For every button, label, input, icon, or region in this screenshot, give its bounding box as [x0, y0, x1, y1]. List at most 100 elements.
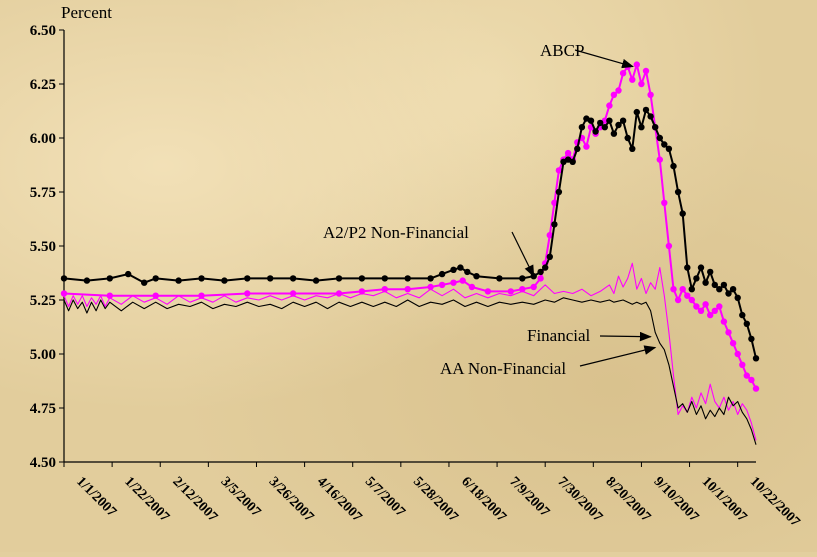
data-point-a2-p2-non-financial: [711, 281, 718, 289]
data-point-abcp: [427, 283, 434, 291]
data-point-abcp: [404, 286, 411, 293]
annotation-arrow: [511, 231, 535, 278]
x-tick-label: 4/16/2007: [314, 474, 365, 525]
series-line-aa-non-financial: [63, 297, 757, 445]
data-point-abcp: [459, 277, 466, 284]
data-point-a2-p2-non-financial: [684, 264, 691, 271]
data-point-abcp: [638, 80, 645, 88]
data-point-a2-p2-non-financial: [221, 277, 228, 284]
data-point-a2-p2-non-financial: [175, 277, 182, 284]
data-point-a2-p2-non-financial: [610, 130, 618, 137]
annotation-label: A2/P2 Non-Financial: [323, 223, 469, 242]
data-point-abcp: [468, 283, 476, 291]
data-point-a2-p2-non-financial: [734, 294, 741, 301]
data-point-a2-p2-non-financial: [707, 268, 714, 276]
data-point-a2-p2-non-financial: [438, 270, 446, 278]
y-tick-label: 4.75: [30, 401, 56, 417]
data-point-abcp: [507, 288, 514, 295]
data-point-abcp: [752, 385, 760, 392]
x-tick-label: 5/7/2007: [362, 474, 408, 520]
series-layer: [60, 61, 760, 445]
data-point-abcp: [551, 199, 558, 206]
data-point-a2-p2-non-financial: [638, 124, 645, 131]
data-point-a2-p2-non-financial: [267, 275, 274, 282]
data-point-a2-p2-non-financial: [546, 253, 553, 260]
data-point-a2-p2-non-financial: [716, 286, 723, 293]
data-point-a2-p2-non-financial: [674, 188, 682, 196]
data-point-abcp: [661, 199, 668, 206]
data-point-a2-p2-non-financial: [358, 275, 366, 282]
annotation-label: ABCP: [540, 41, 584, 60]
annotation-arrow: [574, 49, 635, 69]
data-point-a2-p2-non-financial: [661, 141, 668, 148]
data-point-abcp: [450, 279, 457, 286]
data-point-a2-p2-non-financial: [629, 145, 636, 152]
data-point-a2-p2-non-financial: [496, 275, 503, 282]
data-point-a2-p2-non-financial: [679, 210, 686, 217]
data-point-a2-p2-non-financial: [702, 279, 709, 286]
data-point-abcp: [642, 67, 650, 75]
data-point-a2-p2-non-financial: [656, 134, 663, 142]
x-tick-label: 10/22/2007: [747, 474, 803, 530]
data-point-a2-p2-non-financial: [537, 268, 544, 276]
data-point-a2-p2-non-financial: [83, 277, 91, 284]
data-point-abcp: [629, 76, 636, 83]
data-point-abcp: [697, 307, 705, 314]
x-tick-label: 9/10/2007: [651, 474, 702, 525]
y-tick-label: 4.50: [30, 455, 56, 471]
data-point-a2-p2-non-financial: [633, 108, 640, 116]
data-point-a2-p2-non-financial: [574, 145, 581, 152]
data-point-a2-p2-non-financial: [473, 273, 480, 280]
data-point-a2-p2-non-financial: [450, 266, 457, 273]
data-point-a2-p2-non-financial: [198, 275, 205, 282]
data-point-abcp: [674, 296, 682, 304]
data-point-a2-p2-non-financial: [720, 281, 728, 289]
data-point-abcp: [725, 329, 732, 336]
data-point-abcp: [684, 292, 691, 299]
data-point-abcp: [583, 143, 590, 150]
data-point-abcp: [106, 292, 114, 299]
data-point-a2-p2-non-financial: [141, 279, 148, 286]
x-tick-label: 3/5/2007: [218, 474, 264, 520]
annotation-arrow: [599, 331, 652, 342]
data-point-a2-p2-non-financial: [670, 162, 677, 170]
data-point-abcp: [665, 242, 673, 250]
data-point-a2-p2-non-financial: [464, 268, 471, 276]
data-point-abcp: [519, 286, 526, 293]
data-point-abcp: [438, 281, 446, 289]
x-tick-label: 1/22/2007: [121, 474, 172, 525]
data-point-a2-p2-non-financial: [739, 311, 746, 319]
y-tick-label: 5.00: [30, 347, 56, 363]
data-point-abcp: [289, 290, 297, 297]
data-point-abcp: [656, 156, 663, 163]
data-point-a2-p2-non-financial: [125, 270, 132, 278]
data-point-a2-p2-non-financial: [597, 119, 604, 127]
data-point-abcp: [688, 296, 695, 304]
data-point-abcp: [615, 87, 622, 94]
data-point-a2-p2-non-financial: [615, 121, 622, 129]
data-point-abcp: [244, 290, 251, 297]
data-point-a2-p2-non-financial: [619, 117, 627, 124]
data-point-abcp: [610, 91, 618, 99]
data-point-a2-p2-non-financial: [743, 320, 750, 327]
series-line-financial: [63, 262, 757, 441]
data-point-a2-p2-non-financial: [652, 124, 659, 131]
data-point-abcp: [743, 372, 750, 379]
data-point-abcp: [60, 290, 68, 297]
data-point-a2-p2-non-financial: [693, 275, 700, 282]
data-point-abcp: [670, 286, 677, 293]
data-point-a2-p2-non-financial: [647, 113, 654, 120]
data-point-a2-p2-non-financial: [152, 275, 159, 282]
x-tick-label: 5/28/2007: [410, 474, 461, 525]
data-point-a2-p2-non-financial: [519, 275, 526, 282]
data-point-a2-p2-non-financial: [335, 275, 343, 282]
annotation-arrow: [579, 345, 657, 367]
data-point-a2-p2-non-financial: [606, 117, 613, 124]
data-point-a2-p2-non-financial: [592, 128, 599, 135]
data-point-abcp: [619, 70, 627, 77]
data-point-abcp: [734, 350, 741, 358]
data-point-a2-p2-non-financial: [244, 275, 251, 282]
data-point-a2-p2-non-financial: [688, 286, 695, 293]
